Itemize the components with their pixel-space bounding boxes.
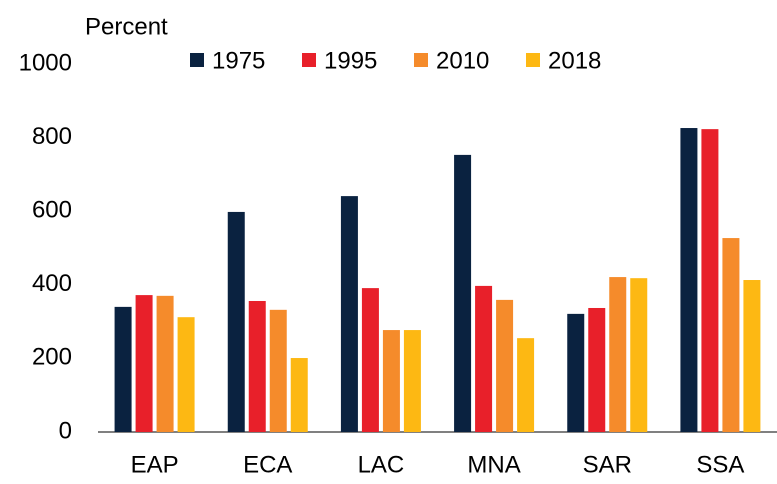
bar xyxy=(609,277,627,432)
x-tick-label: ECA xyxy=(243,451,292,478)
bar xyxy=(177,317,195,432)
bar xyxy=(156,295,174,432)
bar xyxy=(722,238,740,432)
bar xyxy=(743,280,761,432)
bar xyxy=(680,128,698,433)
bar xyxy=(403,330,421,432)
y-tick-label: 800 xyxy=(32,123,72,150)
y-tick-label: 400 xyxy=(32,270,72,297)
y-tick-label: 1000 xyxy=(19,49,72,76)
bar xyxy=(630,278,648,432)
bar xyxy=(567,313,585,432)
bar xyxy=(475,285,493,432)
bar xyxy=(135,295,153,432)
bar xyxy=(517,338,535,432)
bar xyxy=(290,358,308,432)
x-tick-label: LAC xyxy=(358,451,405,478)
bar xyxy=(588,307,606,432)
bar xyxy=(114,306,132,432)
y-tick-label: 200 xyxy=(32,344,72,371)
bar xyxy=(248,300,266,432)
x-tick-label: SAR xyxy=(583,451,632,478)
bar xyxy=(496,299,514,432)
legend-label: 2010 xyxy=(436,47,489,74)
y-tick-label: 0 xyxy=(59,417,72,444)
legend-label: 1995 xyxy=(324,47,377,74)
legend-label: 1975 xyxy=(212,47,265,74)
bar xyxy=(340,196,358,432)
legend-swatch xyxy=(414,53,428,67)
legend-swatch xyxy=(302,53,316,67)
legend-swatch xyxy=(526,53,540,67)
x-tick-label: MNA xyxy=(467,451,520,478)
y-axis-label: Percent xyxy=(85,13,168,40)
bar xyxy=(361,288,379,432)
bar xyxy=(454,154,472,432)
bar xyxy=(269,309,287,432)
bar xyxy=(227,211,245,432)
legend-label: 2018 xyxy=(548,47,601,74)
x-tick-label: SSA xyxy=(696,451,744,478)
bar xyxy=(701,129,719,433)
legend-swatch xyxy=(190,53,204,67)
x-tick-label: EAP xyxy=(131,451,179,478)
bar xyxy=(382,330,400,432)
y-tick-label: 600 xyxy=(32,197,72,224)
